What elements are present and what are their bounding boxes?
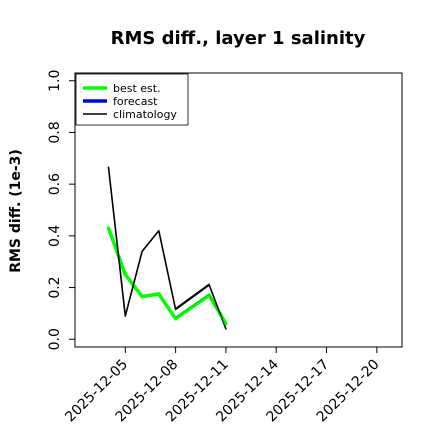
chart-title: RMS diff., layer 1 salinity — [111, 28, 366, 49]
legend-entry: best est. — [113, 82, 161, 95]
y-axis-label: RMS diff. (1e-3) — [8, 149, 24, 273]
y-tick-label: 0.4 — [47, 225, 63, 247]
plot-frame — [74, 72, 403, 348]
series-line-2 — [107, 166, 227, 330]
y-tick-label: 0.2 — [47, 276, 63, 298]
y-tick-label: 0.6 — [47, 173, 63, 195]
series-line-3 — [175, 293, 227, 327]
y-tick-label: 1.0 — [47, 70, 63, 92]
y-tick-label: 0.8 — [47, 121, 63, 143]
series-layer — [106, 166, 228, 330]
legend-entry: forecast — [113, 95, 158, 108]
series-line-4 — [175, 283, 210, 309]
y-axis: 0.0 0.2 0.4 0.6 0.8 1.0 — [47, 70, 75, 350]
y-tick-label: 0.0 — [47, 328, 63, 350]
x-axis: 2025-12-052025-12-082025-12-112025-12-14… — [62, 347, 383, 425]
legend-entry: climatology — [113, 108, 177, 121]
series-line-0 — [106, 226, 228, 326]
